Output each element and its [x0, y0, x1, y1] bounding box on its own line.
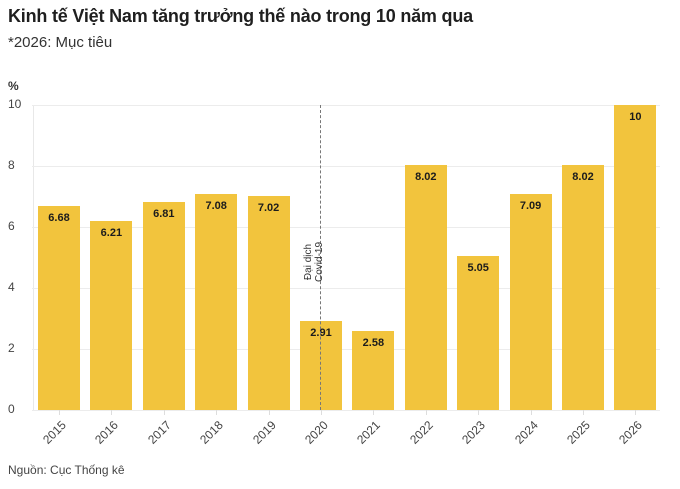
- bar-value-label: 6.68: [48, 212, 70, 225]
- bar-2024: 7.09: [509, 193, 552, 410]
- x-tick-label: 2020: [302, 418, 331, 447]
- x-tick-label: 2024: [511, 418, 541, 447]
- x-tick-label: 2017: [144, 418, 174, 447]
- y-tick-label: 0: [8, 402, 15, 416]
- bar-2025: 8.02: [562, 165, 604, 410]
- x-tick-mark: [216, 410, 218, 415]
- bar-value-label: 7.09: [519, 199, 542, 212]
- bar-2018: 7.08: [195, 194, 238, 410]
- x-tick-label: 2023: [459, 418, 489, 447]
- bar-value-label: 5.05: [467, 261, 489, 274]
- bar-2019: 7.02: [247, 195, 290, 410]
- x-tick-label: 2026: [616, 418, 646, 447]
- gridline: [32, 288, 660, 289]
- x-tick-mark: [583, 410, 584, 415]
- x-tick-mark: [635, 410, 637, 415]
- x-tick-mark: [163, 410, 165, 415]
- covid-annotation-text: Đại dịch Covid-19: [303, 242, 325, 282]
- bar-value-label: 2.58: [362, 337, 385, 350]
- x-tick-label: 2018: [197, 418, 227, 447]
- gridline: [32, 410, 660, 411]
- annotation-line-1: Đại dịch: [303, 243, 314, 281]
- x-tick-label: 2016: [92, 418, 122, 447]
- x-tick-mark: [373, 410, 375, 415]
- bar-value-label: 6.81: [153, 208, 175, 221]
- bar-value-label: 10: [629, 111, 642, 123]
- x-tick-mark: [111, 410, 113, 415]
- bar-value-label: 2.91: [310, 327, 332, 340]
- bar-2026: 10: [614, 105, 657, 410]
- annotation-line-2: Covid-19: [314, 241, 325, 282]
- x-tick-label: 2019: [249, 418, 279, 447]
- covid-annotation-line: [320, 105, 321, 410]
- y-tick-label: 10: [8, 97, 22, 111]
- x-tick-mark: [478, 410, 480, 415]
- x-tick-label: 2015: [40, 418, 69, 447]
- x-tick-mark: [425, 410, 427, 415]
- gridline: [32, 166, 660, 167]
- x-tick-mark: [268, 410, 270, 415]
- gridline: [32, 349, 660, 350]
- bar-value-label: 8.02: [572, 171, 594, 184]
- x-tick-label: 2025: [564, 418, 593, 447]
- bar-value-label: 8.02: [415, 171, 437, 184]
- gridline: [32, 227, 660, 228]
- bar-value-label: 7.02: [257, 201, 280, 214]
- bar-2021: 2.58: [352, 331, 395, 410]
- y-tick-label: 2: [8, 341, 15, 355]
- chart-title: Kinh tế Việt Nam tăng trưởng thế nào tro…: [8, 6, 473, 26]
- chart-subtitle: *2026: Mục tiêu: [8, 34, 113, 51]
- bar-2020: 2.91: [300, 321, 342, 410]
- x-tick-mark: [530, 410, 532, 415]
- bar-2016: 6.21: [90, 220, 133, 410]
- bar-value-label: 7.08: [205, 200, 227, 213]
- x-tick-label: 2022: [406, 418, 436, 447]
- y-tick-label: 8: [8, 158, 15, 172]
- bar-2022: 8.02: [404, 165, 447, 410]
- y-axis-unit-label: %: [8, 79, 19, 93]
- bar-value-label: 6.21: [100, 226, 123, 239]
- bar-2023: 5.05: [457, 255, 500, 410]
- x-tick-mark: [59, 410, 60, 415]
- source-note: Nguồn: Cục Thống kê: [8, 463, 125, 477]
- gridline: [32, 105, 660, 106]
- y-tick-label: 4: [8, 280, 15, 294]
- bar-2015: 6.68: [38, 206, 80, 410]
- x-tick-label: 2021: [354, 418, 384, 447]
- bar-2017: 6.81: [142, 202, 185, 410]
- y-axis-line: [33, 105, 34, 410]
- y-tick-label: 6: [8, 219, 15, 233]
- x-tick-mark: [321, 410, 322, 415]
